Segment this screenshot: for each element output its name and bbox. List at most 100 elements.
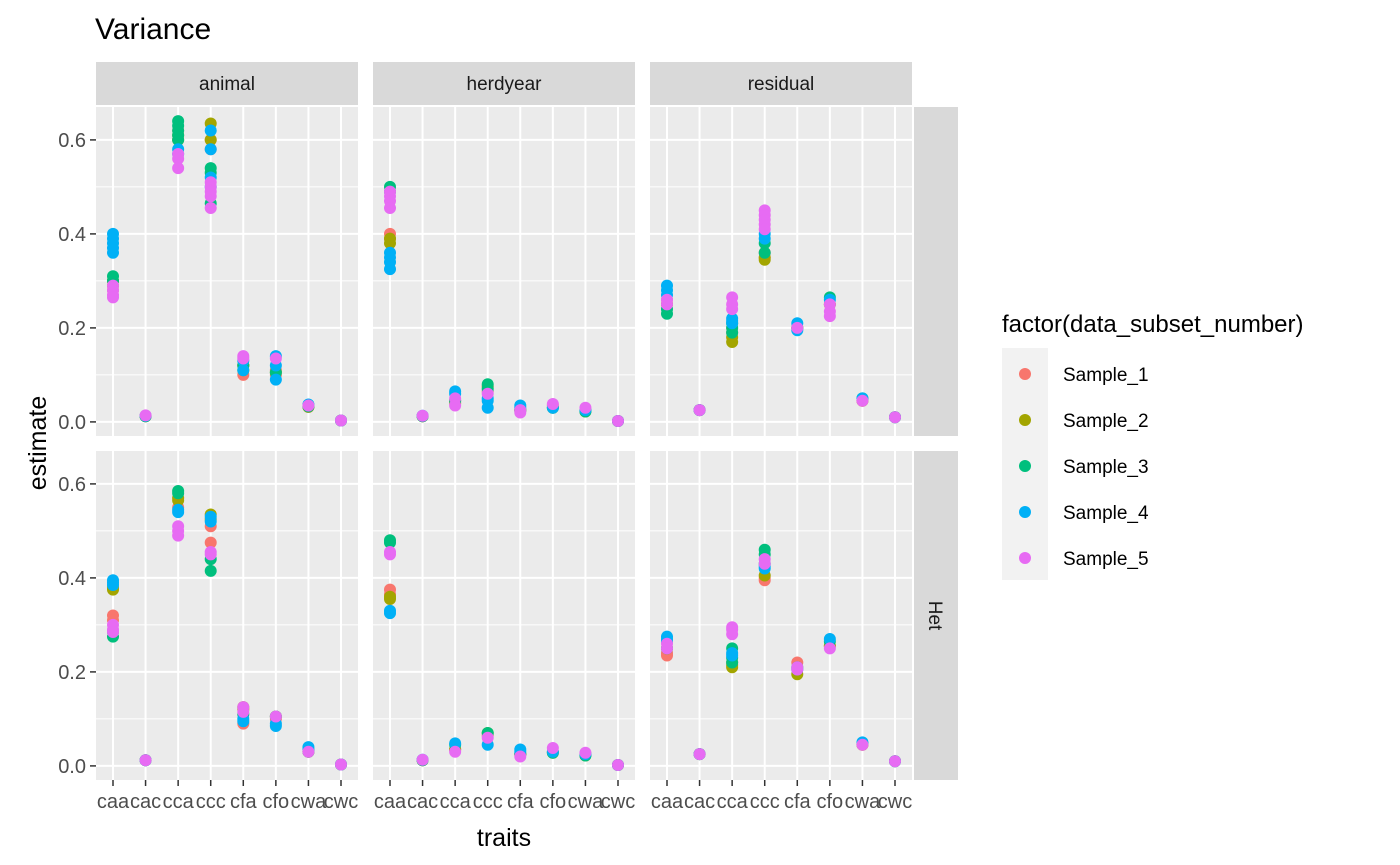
data-point [172,529,185,542]
x-tick-label: caa [97,791,130,813]
facet-strip-label: animal [199,74,255,95]
x-tick-label: cwa [845,791,881,813]
x-tick-label: cca [163,791,195,813]
x-tick-label: cfa [784,791,812,813]
data-point [726,303,739,316]
legend: factor(data_subset_number) Sample_1Sampl… [1002,311,1304,580]
data-point [579,401,592,414]
legend-label: Sample_3 [1063,457,1149,478]
x-tick-label: cfa [507,791,535,813]
panel-residual-0 [650,107,912,436]
data-point [172,152,185,165]
y-tick-label: 0.2 [58,662,86,684]
legend-entry: Sample_1 [1019,365,1149,386]
data-point [661,307,673,320]
y-tick-label: 0.4 [58,224,86,246]
facet-strip-animal: animal [96,62,358,105]
data-point [384,548,396,561]
y-tick-label: 0.6 [58,474,86,496]
y-axis-title: estimate [24,396,52,490]
data-point [237,352,250,365]
legend-key [1019,460,1031,472]
panel-herdyear-0 [373,107,635,436]
legend-entry: Sample_4 [1019,503,1149,524]
data-point [335,758,347,771]
legend-key [1019,368,1031,380]
data-point [237,715,250,728]
panel-points-residual-1 [661,543,901,768]
panel-points-herdyear-1 [384,534,624,771]
facet-strip-label: residual [748,74,815,95]
legend-entry: Sample_2 [1019,411,1149,432]
x-tick-label: ccc [196,791,226,813]
data-point [204,548,217,561]
data-point [514,406,527,419]
data-point [889,755,901,768]
legend-key [1019,552,1031,564]
data-point [204,202,217,215]
data-point [384,536,396,549]
data-point [449,399,462,412]
y-tick-label: 0.6 [58,130,86,152]
data-point [693,404,706,417]
data-point [416,409,429,422]
data-point [726,336,739,348]
data-point [726,628,739,641]
data-point [302,399,315,412]
x-tick-label: caa [651,791,684,813]
data-point [612,758,624,771]
data-point [856,394,869,407]
panel-herdyear-1 [373,451,635,780]
legend-key [1019,414,1031,426]
x-tick-label: cfo [540,791,567,813]
data-point [384,607,396,620]
x-tick-label: cac [684,791,715,813]
data-point [204,143,217,156]
legend-label: Sample_4 [1063,503,1149,524]
facet-panels: animal herdyear residual Het [96,62,958,780]
data-point [726,649,739,662]
data-point [661,298,673,311]
data-point [237,364,250,377]
y-axis: 0.0 0.2 0.4 0.6 0.0 0.2 0.4 0.6 [58,130,96,778]
x-tick-label: cca [717,791,749,813]
data-point [758,246,771,259]
data-point [204,190,217,203]
data-point [335,414,347,427]
data-point [269,719,282,732]
facet-strip-residual: residual [650,62,912,105]
data-point [726,317,739,330]
panel-animal-1 [96,451,358,780]
row-strip-0 [914,107,958,436]
row-strip-label: Het [924,601,945,631]
data-point [416,753,429,766]
data-point [758,223,771,236]
legend-entries: Sample_1 Sample_2 Sample_3 Sample_4 Sample_5 [1019,365,1149,570]
data-point [384,263,396,276]
data-point [661,642,673,655]
data-point [823,642,836,655]
x-tick-label: cwc [324,791,358,813]
facet-strip-herdyear: herdyear [373,62,635,105]
data-point [172,133,185,146]
data-point [172,162,185,175]
data-point [107,246,119,259]
x-tick-label: cfo [263,791,290,813]
x-tick-label: cwa [291,791,327,813]
data-point [546,742,559,755]
data-point [546,398,559,411]
data-point [758,557,771,570]
data-point [107,291,119,304]
panel-points-residual-0 [661,204,901,424]
y-tick-label: 0.0 [58,756,86,778]
x-tick-label: cac [407,791,438,813]
panel-background [373,107,635,436]
panel-background [373,451,635,780]
data-point [172,506,185,519]
data-point [823,310,836,323]
x-tick-label: ccc [473,791,503,813]
chart-title: Variance [95,13,211,46]
data-point [384,593,396,606]
panel-background [650,451,912,780]
data-point [139,409,152,422]
